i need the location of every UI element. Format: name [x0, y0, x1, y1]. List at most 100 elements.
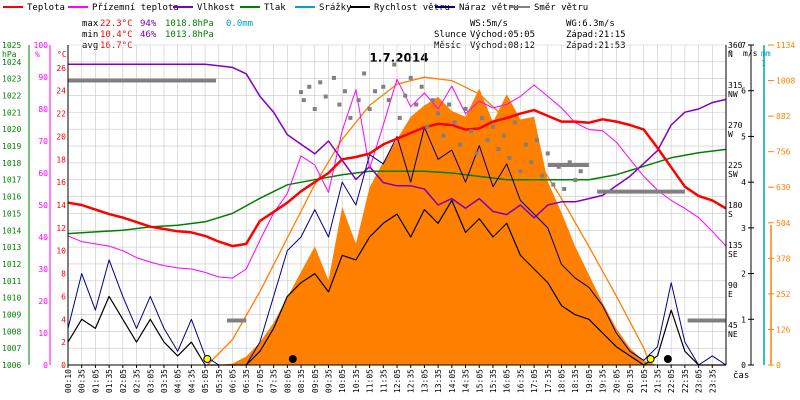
wind-direction-point-50	[578, 169, 583, 174]
pressure-tick-label: 1025	[2, 41, 21, 50]
pressure-tick-label: 1018	[2, 159, 21, 168]
x-tick-label: 09:05	[311, 369, 320, 393]
legend-label-3: Tlak	[264, 3, 286, 13]
wind-direction-point-8	[342, 89, 347, 94]
temperature-tick-label: 12	[56, 224, 66, 233]
wind-tick-label: 0	[741, 361, 746, 370]
x-tick-label: 01:05	[91, 369, 100, 393]
wind-direction-point-46	[556, 164, 561, 169]
x-tick-label: 04:35	[187, 369, 196, 393]
pressure-axis-label: hPa	[2, 50, 17, 59]
wind-direction-point-14	[381, 84, 386, 89]
x-axis-label: čas	[733, 370, 749, 381]
legend-label-7: Směr větru	[534, 3, 588, 13]
moon-set: Západ:21:53	[566, 41, 626, 51]
solar-tick-label: 1008	[776, 77, 795, 86]
x-tick-label: 13:35	[434, 369, 443, 393]
x-tick-label: 18:05	[558, 369, 567, 393]
moon-marker-3	[663, 355, 672, 363]
pressure-tick-label: 1024	[2, 58, 21, 67]
legend-label-5: Rychlost větru	[374, 3, 450, 13]
stats-min-temp: 10.4°C	[100, 30, 133, 40]
direction-tick-dir: W	[728, 130, 733, 139]
sun-rise: Východ:05:05	[470, 30, 535, 40]
wind-direction-point-49	[573, 178, 578, 183]
wind-direction-point-34	[490, 124, 495, 129]
x-tick-label: 16:35	[516, 369, 525, 393]
direction-tick-dir: NE	[728, 330, 738, 339]
x-tick-label: 21:35	[653, 369, 662, 393]
wind-tick-label: 4	[741, 178, 746, 187]
series-layer	[67, 62, 727, 366]
humidity-tick-label: 90	[38, 73, 48, 82]
x-tick-label: 22:35	[681, 369, 690, 393]
x-tick-label: 00:35	[78, 369, 87, 393]
wind-tick-label: 2	[741, 270, 746, 279]
x-tick-label: 02:35	[133, 369, 142, 393]
sun-marker-0	[203, 355, 212, 363]
pressure-tick-label: 1015	[2, 209, 21, 218]
wind-direction-point-27	[452, 120, 457, 125]
wind-direction-point-25	[441, 133, 446, 138]
solar-tick-label: 882	[776, 112, 791, 121]
x-tick-label: 09:35	[324, 369, 333, 393]
humidity-tick-label: 50	[38, 201, 48, 210]
solar-radiation-area	[218, 88, 658, 365]
x-tick-label: 23:05	[695, 369, 704, 393]
wind-speed-line	[67, 199, 726, 366]
temperature-axis-label: °C	[57, 50, 67, 59]
pressure-tick-label: 1008	[2, 327, 21, 336]
wind-direction-point-39	[518, 169, 523, 174]
ground-temperature-line	[67, 78, 727, 279]
x-tick-label: 05:35	[215, 369, 224, 393]
wind-direction-point-7	[337, 102, 342, 107]
x-tick-label: 05:05	[201, 369, 210, 393]
direction-tick-deg: 180	[728, 201, 743, 210]
wind-direction-point-5	[323, 94, 328, 99]
moon-marker-1	[288, 355, 297, 363]
direction-tick-dir: E	[728, 290, 733, 299]
stats-min-humidity: 46%	[140, 30, 157, 40]
wind-direction-point-19	[408, 75, 413, 80]
temperature-tick-label: 22	[56, 110, 66, 119]
humidity-tick-label: 70	[38, 137, 48, 146]
x-tick-label: 08:35	[297, 369, 306, 393]
stats-max-temp: 22.3°C	[100, 19, 133, 29]
temperature-line	[67, 108, 727, 248]
x-tick-label: 11:35	[379, 369, 388, 393]
temperature-tick-label: 26	[56, 64, 66, 73]
wind-direction-point-0	[299, 90, 304, 95]
x-tick-label: 06:35	[242, 369, 251, 393]
legend-label-0: Teplota	[27, 3, 65, 13]
wind-direction-point-26	[447, 102, 452, 107]
solar-tick-label: 0	[776, 361, 781, 370]
humidity-tick-label: 0	[43, 361, 48, 370]
temperature-tick-label: 0	[61, 361, 66, 370]
stats-panel: max 22.3°C 94% 1018.8hPa 0.0mm min 10.4°…	[82, 19, 626, 51]
humidity-axis-label: %	[35, 50, 40, 59]
wind-direction-point-11	[362, 71, 367, 76]
wind-direction-point-15	[386, 98, 391, 103]
solar-tick-label: 630	[776, 183, 791, 192]
x-tick-label: 06:05	[229, 369, 238, 393]
pressure-tick-label: 1011	[2, 277, 21, 286]
wind-direction-point-32	[479, 115, 484, 120]
temperature-tick-label: 18	[56, 155, 66, 164]
legend-label-6: Náraz větru	[459, 3, 519, 13]
direction-axis-label: °	[728, 49, 733, 58]
humidity-tick-label: 40	[38, 233, 48, 242]
stats-wind-gust: WG:6.3m/s	[566, 19, 615, 29]
wind-direction-point-29	[463, 107, 468, 111]
humidity-tick-label: 60	[38, 169, 48, 178]
wind-direction-point-1	[301, 98, 306, 103]
x-tick-label: 15:05	[475, 369, 484, 393]
x-tick-label: 22:05	[667, 369, 676, 393]
wind-direction-point-40	[523, 142, 528, 147]
pressure-tick-label: 1017	[2, 176, 21, 185]
humidity-tick-label: 10	[38, 329, 48, 338]
wind-direction-point-17	[397, 115, 402, 120]
legend: Teplota Přízemní teplota Vlhkost Tlak Srážky…	[3, 3, 588, 13]
solar-tick-label: 378	[776, 254, 791, 263]
x-tick-label: 15:35	[489, 369, 498, 393]
stats-max-label: max	[82, 19, 99, 29]
